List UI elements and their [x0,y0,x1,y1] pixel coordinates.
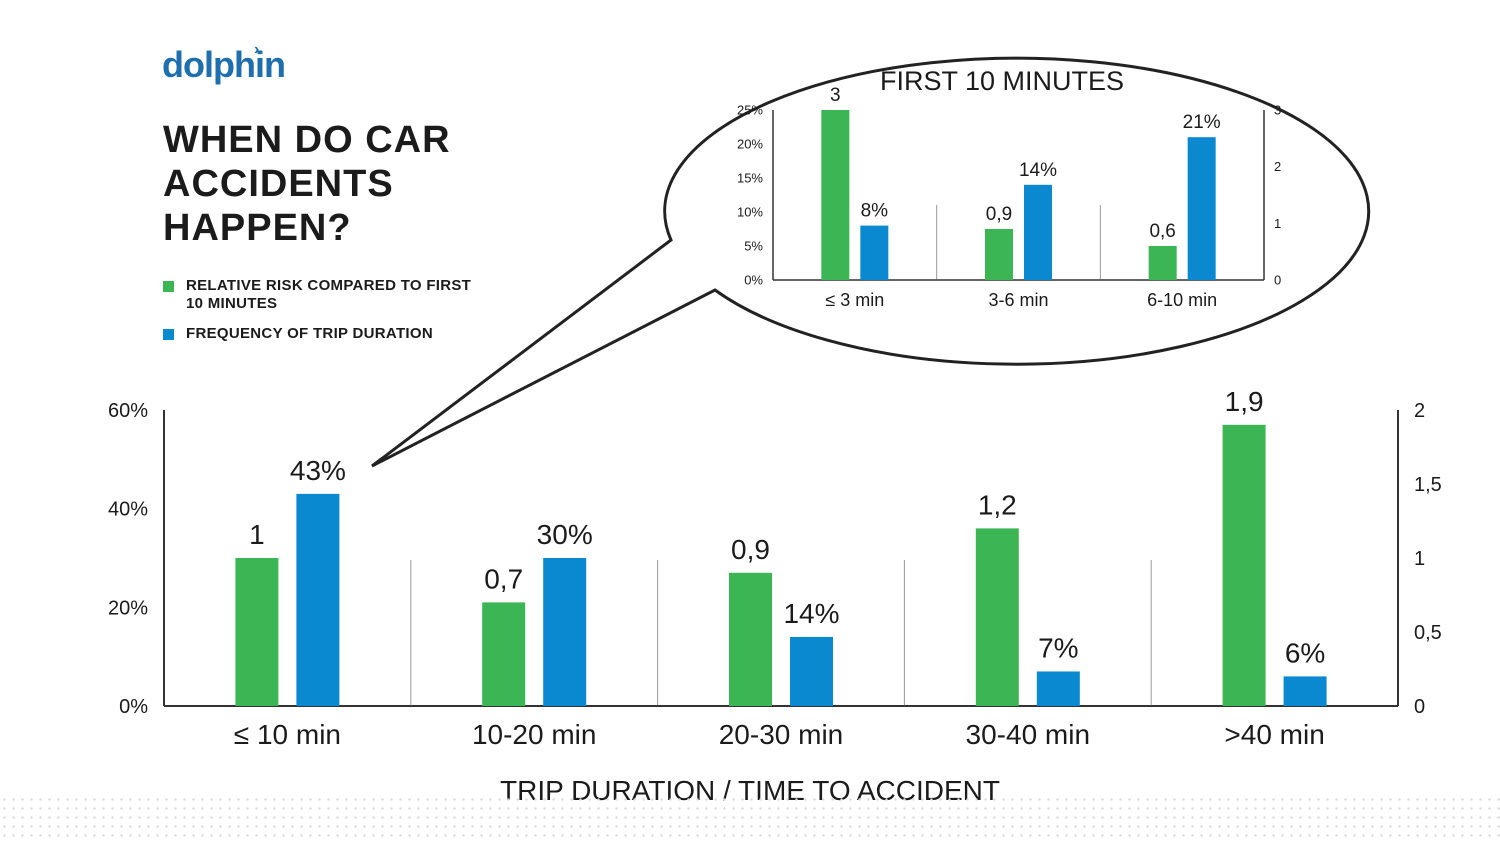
main-risk-data-label: 0,9 [731,534,770,565]
inset-risk-data-label: 3 [830,85,841,106]
main-category-label: >40 min [1224,719,1324,750]
inset-right-tick-label: 2 [1274,159,1281,174]
main-right-tick-label: 0 [1414,696,1425,718]
legend-item-frequency: FREQUENCY OF TRIP DURATION [163,325,486,343]
inset-risk-data-label: 0,9 [986,204,1012,225]
dolphin-logo: dolphin › [162,41,286,86]
main-left-tick-label: 20% [108,597,148,619]
inset-left-tick-label: 15% [737,171,763,186]
main-right-tick-label: 2 [1414,400,1425,422]
legend: RELATIVE RISK COMPARED TO FIRST 10 MINUT… [163,277,486,355]
inset-category-label: 6-10 min [1147,290,1217,310]
main-category-label: 20-30 min [719,719,844,750]
inset-left-tick-label: 20% [737,137,763,152]
inset-left-tick-label: 25% [737,103,763,118]
inset-frequency-bar [860,225,889,280]
inset-frequency-bar [1187,137,1216,280]
legend-label-frequency: FREQUENCY OF TRIP DURATION [186,325,433,342]
main-left-tick-label: 0% [119,696,148,718]
inset-category-label: 3-6 min [988,290,1048,310]
inset-left-tick-label: 0% [744,273,763,288]
main-left-tick-label: 40% [108,499,148,521]
inset-risk-bar [1148,246,1177,280]
dotted-footer-pattern [0,795,1500,843]
inset-left-tick-label: 5% [744,239,763,254]
main-frequency-bar [543,558,587,706]
main-risk-data-label: 1,2 [978,489,1017,520]
logo-text: dolphin [162,44,286,85]
main-risk-bar [235,558,279,706]
legend-swatch-risk [163,281,174,292]
legend-label-risk: RELATIVE RISK COMPARED TO FIRST 10 MINUT… [186,277,472,312]
page-title: WHEN DO CAR ACCIDENTS HAPPEN? [163,119,451,249]
inset-frequency-data-label: 21% [1183,112,1221,133]
main-risk-data-label: 1,9 [1225,386,1264,417]
inset-right-tick-label: 3 [1274,103,1281,118]
main-risk-bar [975,528,1019,706]
main-frequency-bar [790,636,833,706]
legend-item-risk: RELATIVE RISK COMPARED TO FIRST 10 MINUT… [163,277,486,313]
inset-frequency-data-label: 14% [1019,160,1057,181]
main-chart: TRIP DURATION / TIME TO ACCIDENT 0%20%40… [108,386,1442,806]
main-right-tick-label: 0,5 [1414,622,1442,644]
inset-risk-bar [985,229,1013,280]
main-frequency-data-label: 30% [537,519,593,550]
legend-swatch-frequency [163,329,174,340]
main-risk-data-label: 1 [249,519,265,550]
inset-right-tick-label: 0 [1274,273,1281,288]
main-frequency-bar [296,493,340,706]
inset-risk-data-label: 0,6 [1149,221,1175,242]
main-risk-data-label: 0,7 [484,563,523,594]
inset-frequency-bar [1024,184,1052,280]
main-risk-bar [482,602,526,706]
main-risk-bar [729,572,772,706]
inset-left-tick-label: 10% [737,205,763,220]
main-risk-bar [1222,424,1266,706]
main-category-label: 30-40 min [966,719,1091,750]
inset-risk-bar [821,110,850,280]
main-category-label: ≤ 10 min [234,719,341,750]
main-frequency-bar [1283,676,1327,706]
inset-frequency-data-label: 8% [861,201,889,222]
main-category-label: 10-20 min [472,719,597,750]
inset-chart-title: FIRST 10 MINUTES [880,66,1124,96]
main-frequency-bar [1036,671,1080,706]
main-left-tick-label: 60% [108,400,148,422]
main-frequency-data-label: 6% [1285,637,1325,668]
main-frequency-data-label: 14% [783,598,839,629]
inset-chart: FIRST 10 MINUTES 0% 5% 10% 15% 20% 25% 0 1 2 3 3 8%… [737,66,1281,310]
main-right-tick-label: 1,5 [1414,474,1442,496]
signal-icon: › [254,41,259,58]
inset-category-label: ≤ 3 min [825,290,884,310]
main-right-tick-label: 1 [1414,548,1425,570]
inset-right-tick-label: 1 [1274,216,1281,231]
main-frequency-data-label: 7% [1038,632,1078,663]
main-frequency-data-label: 43% [290,455,346,486]
